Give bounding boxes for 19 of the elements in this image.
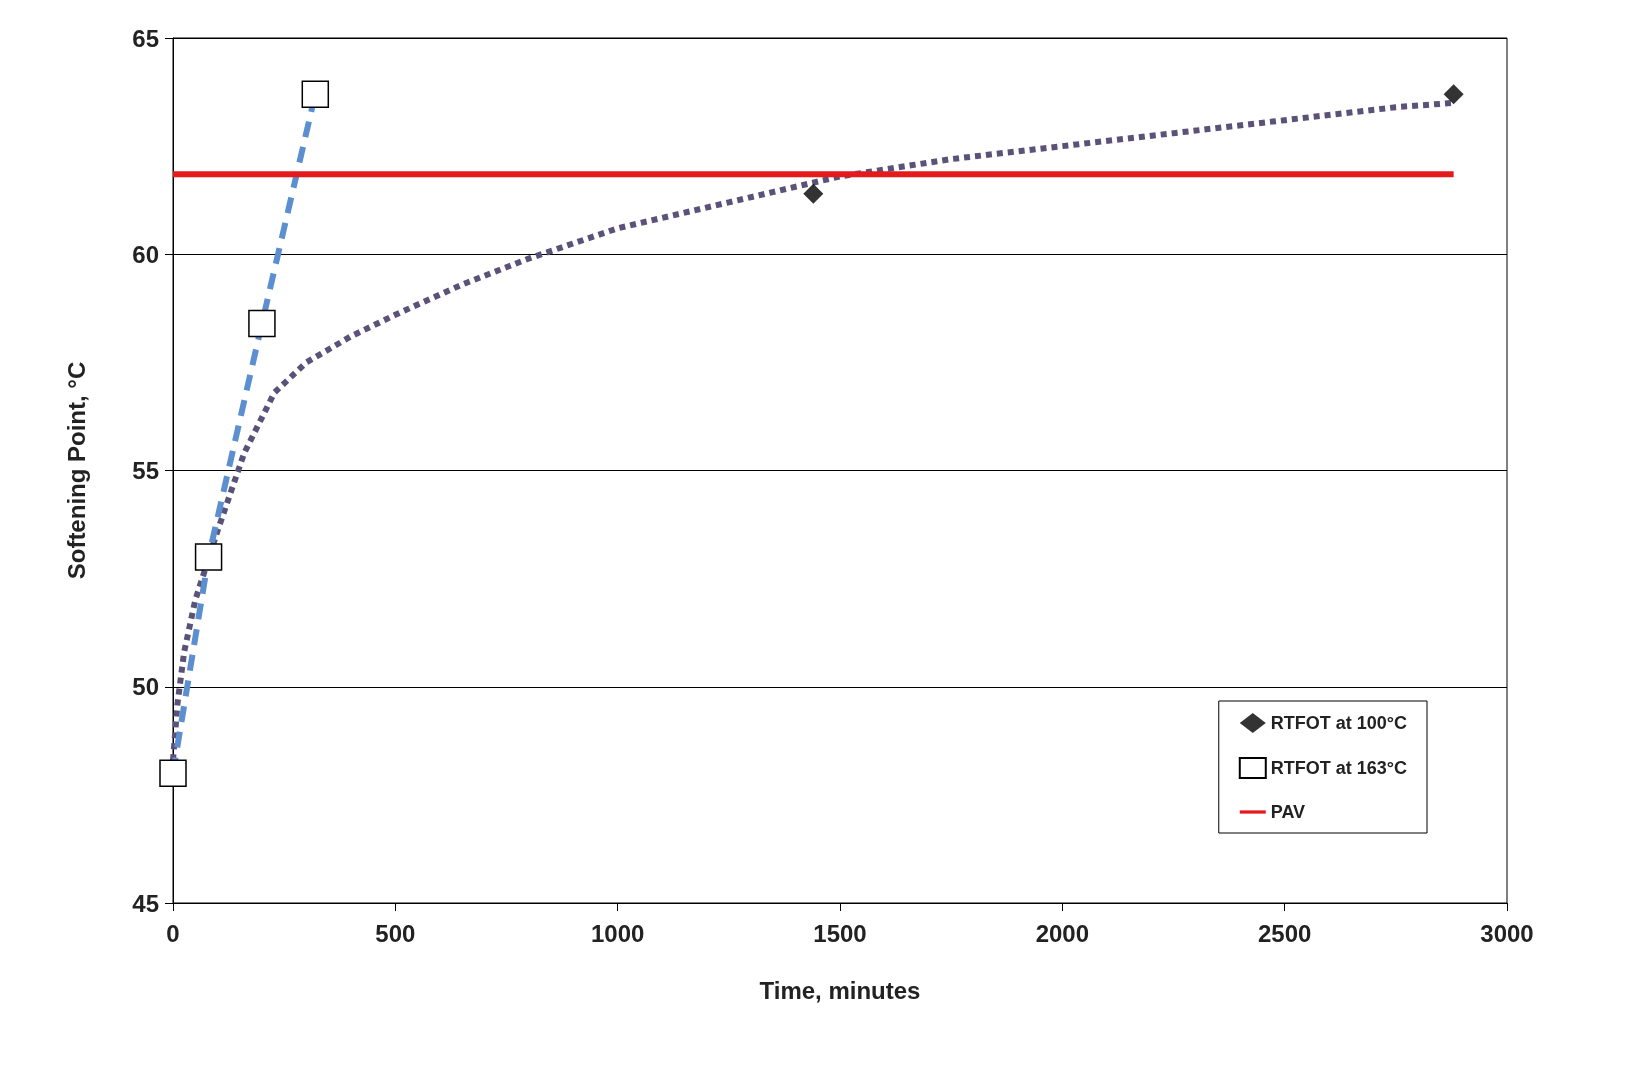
point (803, 183, 824, 204)
x-tick-label: 2000 (1035, 919, 1090, 947)
point (1443, 84, 1464, 105)
legend-label: RTFOT at 100°C (1270, 713, 1408, 733)
y-tick-label: 55 (132, 457, 159, 484)
x-tick-label: 2500 (1257, 919, 1312, 947)
x-tick-label: 1000 (590, 919, 645, 947)
y-tick-label: 65 (132, 24, 159, 52)
x-tick-label: 500 (375, 919, 416, 947)
x-axis-title: Time, minutes (759, 976, 921, 1004)
x-tick-label: 0 (166, 919, 180, 947)
x-tick-label: 3000 (1480, 919, 1534, 947)
legend-label: RTFOT at 163°C (1270, 758, 1408, 778)
y-axis-title: Softening Point, °C (62, 361, 90, 580)
y-tick-label: 50 (132, 673, 159, 701)
x-tick-label: 1500 (813, 919, 867, 947)
y-tick-label: 45 (132, 889, 159, 917)
y-tick-label: 60 (132, 240, 159, 268)
legend-label: PAV (1270, 802, 1306, 822)
